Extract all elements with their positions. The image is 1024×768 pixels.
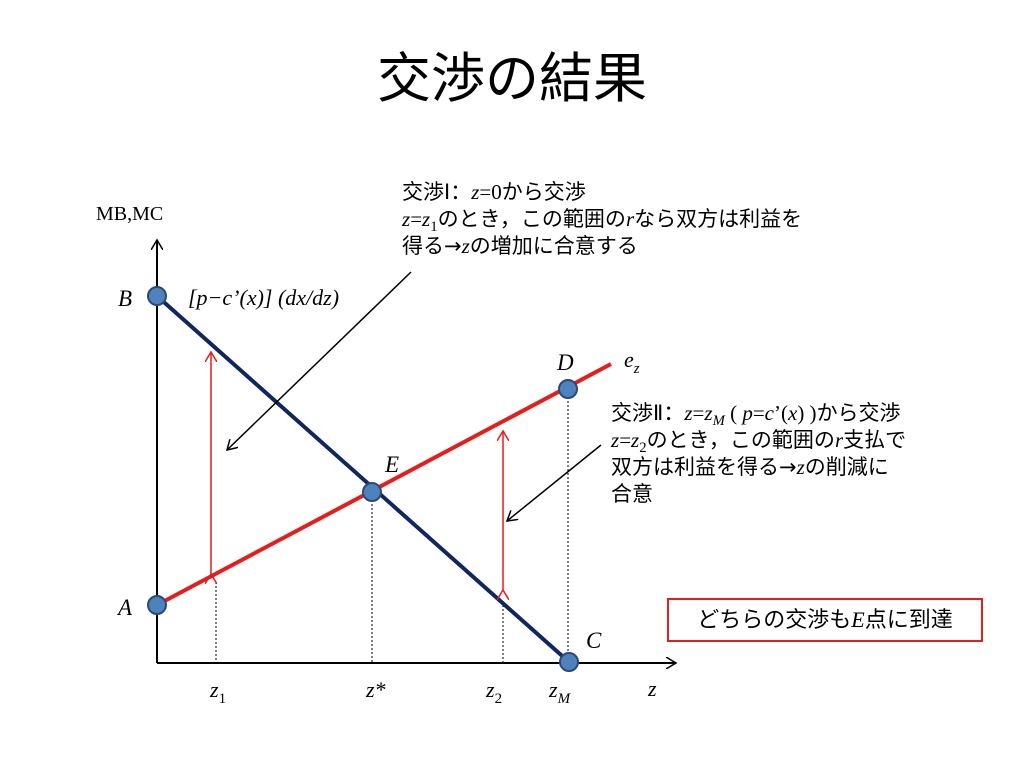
annotation-negotiation-1: 交渉Ⅰ：z=0から交渉 z=z1のとき，この範囲のrなら双方は利益を 得る→zの… xyxy=(402,179,802,260)
x-axis-label: z xyxy=(647,676,657,701)
ez-label: ez xyxy=(624,347,640,377)
label-b: B xyxy=(118,286,132,311)
annotation-negotiation-2: 交渉Ⅱ：z=zM ( p=c’(x) )から交渉 z=z2のとき，この範囲のr支… xyxy=(611,400,906,508)
label-c: C xyxy=(586,628,602,653)
annotation-2-line-4: 合意 xyxy=(611,482,653,506)
ez-line xyxy=(156,362,612,607)
point-a xyxy=(147,595,167,615)
annotation-2-line-3: 双方は利益を得る→zの削減に xyxy=(611,455,889,479)
point-d xyxy=(558,379,578,399)
mb-formula-label: [p−c’(x)] (dx/dz) xyxy=(188,285,339,310)
point-c xyxy=(559,652,579,672)
callout-pointer-1 xyxy=(227,271,412,450)
annotation-1-line-2: z=z1のとき，この範囲のrなら双方は利益を xyxy=(402,207,803,236)
label-d: D xyxy=(556,350,574,375)
annotation-1-line-3: 得る→zの増加に合意する xyxy=(402,234,638,258)
annotation-1-line-1: 交渉Ⅰ：z=0から交渉 xyxy=(402,180,586,204)
mb-line xyxy=(155,294,571,664)
tick-z1: z1 xyxy=(209,677,226,707)
tick-z2: z2 xyxy=(485,677,502,707)
point-e xyxy=(362,482,382,502)
label-a: A xyxy=(116,595,133,620)
annotation-2-line-2: z=z2のとき，この範囲のr支払で xyxy=(611,428,907,457)
point-b xyxy=(147,286,167,306)
annotation-2-line-1: 交渉Ⅱ：z=zM ( p=c’(x) )から交渉 xyxy=(611,401,901,430)
conclusion-box: どちらの交渉もE点に到達 xyxy=(667,598,983,642)
y-axis-label: MB,MC xyxy=(96,203,163,225)
label-e: E xyxy=(384,452,399,477)
page-title: 交渉の結果 xyxy=(377,47,647,110)
tick-zM: zM xyxy=(548,677,572,707)
tick-zstar: z* xyxy=(365,677,386,702)
callout-pointer-2 xyxy=(507,444,602,521)
